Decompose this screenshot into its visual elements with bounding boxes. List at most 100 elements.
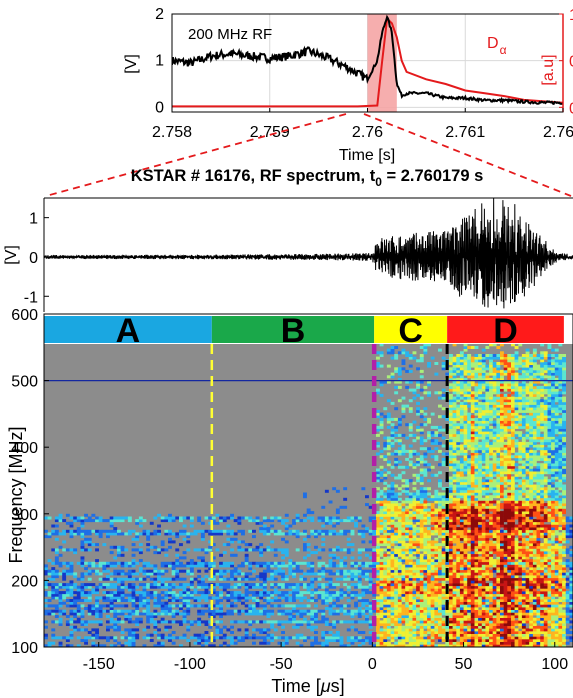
spectrogram-cell	[463, 420, 468, 424]
spectrogram-cell	[481, 527, 486, 531]
spectrogram-cell	[434, 473, 439, 477]
spectrogram-cell	[386, 505, 391, 509]
spectrogram-cell	[44, 564, 48, 568]
spectrogram-cell	[376, 615, 380, 618]
spectrogram-cell	[211, 639, 216, 642]
spectrogram-cell	[346, 612, 351, 616]
spectrogram-cell	[120, 561, 125, 565]
spectrogram-cell	[113, 556, 118, 560]
spectrogram-cell	[113, 569, 118, 573]
spectrogram-cell	[120, 599, 125, 602]
spectrogram-cell	[467, 575, 472, 579]
spectrogram-cell	[252, 519, 256, 523]
spectrogram-cell	[434, 497, 439, 501]
spectrogram-cell	[412, 497, 417, 501]
spectrogram-cell	[416, 428, 420, 432]
spectrogram-cell	[281, 612, 285, 616]
spectrogram-cell	[467, 559, 472, 563]
spectrogram-cell	[295, 593, 300, 597]
spectrogram-cell	[376, 409, 380, 413]
spectrogram-cell	[219, 519, 223, 523]
spectrogram-cell	[193, 641, 198, 645]
spectrogram-cell	[149, 532, 154, 536]
spectrogram-cell	[481, 420, 486, 424]
spectrogram-cell	[419, 625, 424, 629]
spectrogram-cell	[379, 564, 384, 568]
spectrogram-cell	[408, 399, 413, 403]
spectrogram-cell	[197, 564, 202, 568]
spectrogram-cell	[335, 599, 340, 602]
spectrogram-cell	[328, 521, 333, 525]
spectrogram-cell	[452, 561, 457, 565]
spectrogram-cell	[76, 612, 81, 616]
spectrogram-cell	[394, 513, 399, 517]
spectrogram-cell	[62, 572, 67, 576]
spectrogram-cell	[146, 593, 151, 597]
spectrogram-cell	[478, 511, 482, 515]
spectrogram-cell	[102, 604, 107, 608]
spectrogram-cell	[357, 519, 362, 523]
spectrogram-cell	[58, 591, 63, 595]
spectrogram-cell	[91, 633, 96, 637]
spectrogram-cell	[474, 489, 479, 493]
spectrogram-cell	[386, 609, 391, 613]
spectrogram-cell	[109, 564, 114, 568]
spectrogram-cell	[65, 615, 70, 618]
spectrogram-cell	[51, 591, 56, 595]
spectrogram-cell	[478, 516, 482, 520]
spectrogram-cell	[470, 516, 475, 520]
spectrogram-cell	[467, 636, 472, 640]
spectrogram-cell	[182, 612, 187, 616]
spectrogram-cell	[54, 561, 59, 565]
spectrogram-cell	[339, 641, 344, 645]
spectrogram-cell	[383, 481, 388, 485]
spectrogram-cell	[383, 535, 388, 539]
spectrogram-cell	[485, 532, 490, 536]
spectrogram-cell	[383, 609, 388, 613]
spectrogram-cell	[489, 527, 493, 531]
spectrogram-cell	[80, 532, 85, 536]
spectrogram-cell	[397, 399, 402, 403]
spectrogram-cell	[470, 455, 475, 459]
spectrogram-cell	[423, 385, 428, 389]
spectrogram-cell	[175, 575, 180, 579]
spectrogram-cell	[193, 561, 198, 565]
spectrogram-cell	[361, 601, 366, 605]
spectrogram-cell	[452, 599, 457, 602]
spectrogram-cell	[215, 591, 220, 595]
spectrogram-cell	[58, 599, 63, 602]
spectrogram-cell	[335, 516, 340, 520]
spectrogram-cell	[481, 521, 486, 525]
spectrogram-cell	[383, 636, 388, 640]
spectrogram-cell	[179, 612, 183, 616]
spectrogram-cell	[241, 548, 245, 552]
spectrogram-cell	[295, 569, 300, 573]
spectrogram-cell	[441, 388, 446, 392]
spectrogram-cell	[419, 529, 424, 533]
spectrogram-cell	[197, 604, 202, 608]
spectrogram-cell	[383, 521, 388, 525]
spectrogram-cell	[489, 641, 493, 645]
spectrogram-cell	[186, 516, 191, 520]
spectrogram-cell	[47, 604, 52, 608]
spectrogram-cell	[303, 596, 307, 600]
spectrogram-cell	[80, 564, 85, 568]
spectrogram-cell	[452, 575, 457, 579]
spectrogram-cell	[299, 633, 304, 637]
spectrogram-cell	[474, 551, 479, 555]
spectrogram-cell	[463, 580, 468, 584]
spectrogram-cell	[441, 567, 446, 571]
spectrogram-cell	[489, 452, 493, 456]
spectrogram-cell	[423, 609, 428, 613]
spectrogram-cell	[489, 644, 493, 647]
spectrogram-cell	[463, 399, 468, 403]
spectrogram-cell	[456, 521, 461, 525]
spectrogram-cell	[481, 564, 486, 568]
spectrogram-cell	[91, 612, 96, 616]
spectrogram-cell	[470, 497, 475, 501]
spectrogram-cell	[467, 556, 472, 560]
spectrogram-cell	[408, 580, 413, 584]
spectrogram-cell	[401, 575, 406, 579]
spectrogram-cell	[434, 593, 439, 597]
spectrogram-cell	[65, 583, 70, 587]
